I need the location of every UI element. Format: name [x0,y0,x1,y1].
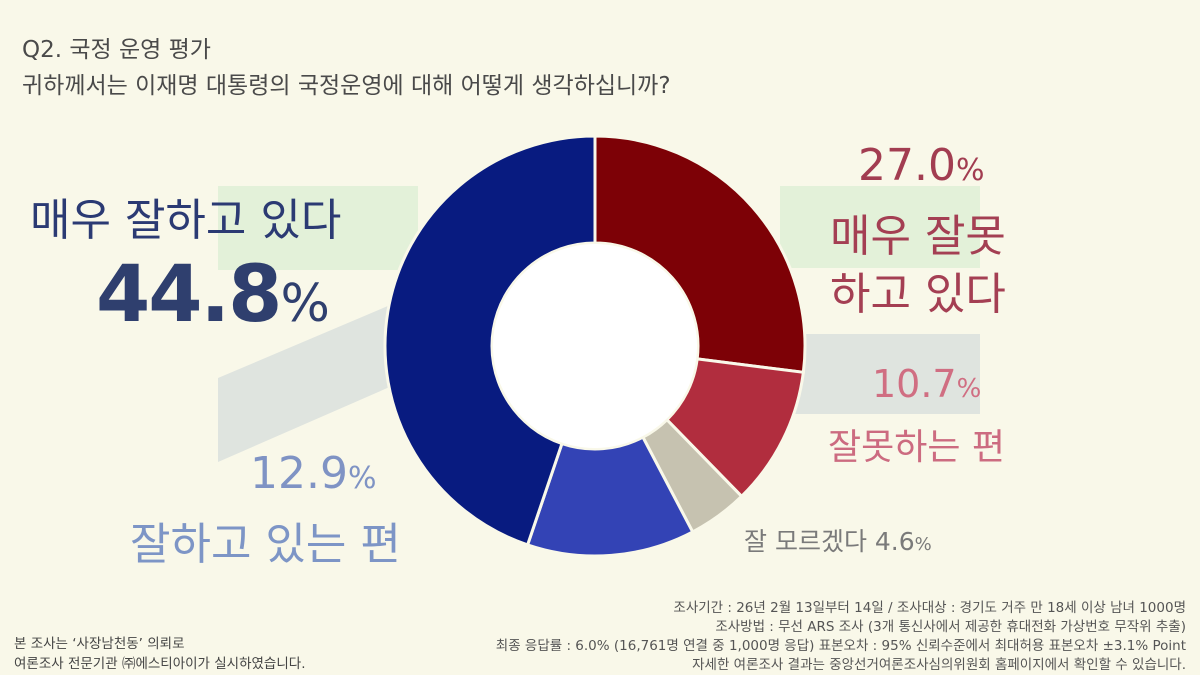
pct-good-value: 12.9 [250,448,348,499]
pct-bad: 10.7% [872,362,981,406]
label-very-bad-line1: 매우 잘못 [830,211,1006,262]
footer-sponsor-line2: 여론조사 전문기관 ㈜에스티아이가 실시하였습니다. [14,656,306,672]
pct-bad-unit: % [956,374,982,404]
pct-good-unit: % [347,461,377,496]
footer-survey-method: 조사방법 : 무선 ARS 조사 (3개 통신사에서 제공한 휴대전화 가상번호… [715,619,1186,635]
pct-bad-value: 10.7 [872,362,957,406]
label-bad: 잘못하는 편 [828,427,1006,468]
question-subtitle: 귀하께서는 이재명 대통령의 국정운영에 대해 어떻게 생각하십니까? [22,73,671,99]
slice-very-bad [593,134,807,374]
donut-hole [493,244,697,448]
label-very-bad-line2: 하고 있다 [830,269,1006,320]
question-title: Q2. 국정 운영 평가 [22,37,211,63]
band-gray-right [780,334,980,414]
pct-good: 12.9% [250,448,376,499]
donut-chart [383,134,807,558]
band-green-left [218,186,418,270]
slice-very-good [383,134,597,547]
pct-very-bad: 27.0% [858,140,984,191]
label-good: 잘하고 있는 편 [130,519,401,570]
pct-very-bad-value: 27.0 [858,140,956,191]
pct-unknown-value: 4.6 [874,527,915,556]
pct-very-good-unit: % [280,274,330,334]
footer-response-rate: 최종 응답률 : 6.0% (16,761명 연결 중 1,000명 응답) 표… [495,638,1186,654]
pct-very-good-value: 44.8 [96,250,282,340]
footer-notice: 자세한 여론조사 결과는 중앙선거여론조사심의위원회 홈페이지에서 확인할 수 … [692,657,1186,673]
label-very-good: 매우 잘하고 있다 [30,195,342,246]
label-unknown: 잘 모르겠다 4.6% [744,522,932,558]
footer-survey-period: 조사기간 : 26년 2월 13일부터 14일 / 조사대상 : 경기도 거주 … [673,600,1186,616]
label-unknown-text: 잘 모르겠다 [744,527,875,556]
band-green-right [780,186,980,268]
pct-very-bad-unit: % [955,153,985,188]
footer-sponsor-line1: 본 조사는 ‘사장남천동’ 의뢰로 [14,636,185,652]
pct-very-good: 44.8% [96,250,330,340]
slice-good [525,435,695,558]
pct-unknown-unit: % [914,534,932,555]
